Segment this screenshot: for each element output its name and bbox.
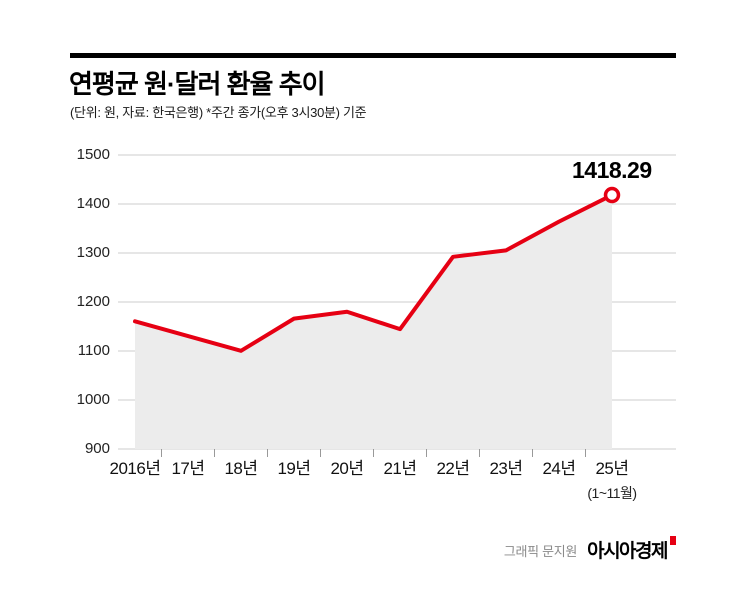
credit-text: 그래픽 문지원 [503,544,578,559]
y-axis-label: 1400 [76,195,110,212]
x-axis-label: 2016년 [109,459,161,478]
chart-title: 연평균 원·달러 환율 추이 [69,69,326,99]
top-rule [70,53,676,58]
brand-accent-icon [670,536,676,545]
brand-logo: 아시아경제 [587,536,676,563]
x-axis-label: 24년 [542,459,576,478]
y-axis-label: 1300 [76,244,110,261]
chart-subtitle: (단위: 원, 자료: 한국은행) *주간 종가(오후 3시30분) 기준 [70,105,367,120]
y-axis-label: 1000 [76,391,110,408]
x-axis-label: 25년 [595,459,629,478]
brand-text: 아시아경제 [587,541,668,562]
x-axis-label: 19년 [277,459,311,478]
footer: 그래픽 문지원 아시아경제 [504,536,676,563]
x-axis-label: 21년 [383,459,417,478]
y-axis-label: 1500 [76,146,110,163]
end-marker [603,186,621,204]
x-axis-label: 23년 [489,459,523,478]
x-axis-label: 20년 [330,459,364,478]
y-axis-label: 900 [84,440,110,457]
x-axis-label: 18년 [224,459,258,478]
y-axis-label: 1200 [76,293,110,310]
y-axis-label: 1100 [77,342,110,359]
x-axis-label: 17년 [171,459,205,478]
area-fill [135,195,612,449]
x-axis-sub-label: (1~11월) [587,485,637,501]
last-value-label: 1418.29 [572,157,652,183]
x-axis-label: 22년 [436,459,470,478]
trend-line [133,193,614,353]
